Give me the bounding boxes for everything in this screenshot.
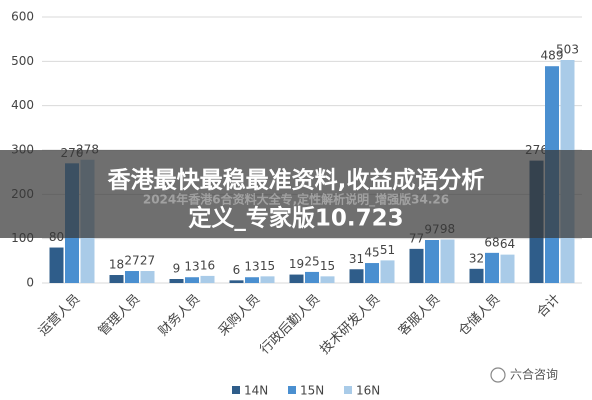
bar (109, 275, 124, 283)
bar (500, 254, 515, 283)
value-label: 15 (260, 259, 275, 273)
value-label: 6 (233, 263, 241, 277)
x-tick-label: 管理人员 (96, 292, 143, 339)
value-label: 27 (140, 254, 155, 268)
x-tick-label: 技术研发人员 (317, 291, 383, 357)
x-tick-label: 财务人员 (155, 291, 203, 339)
legend-swatch (288, 386, 296, 394)
watermark: 六合咨询 (510, 367, 558, 382)
banner-title: 香港最快最稳最准资料,收益成语分析 (108, 167, 485, 194)
value-label: 489 (541, 49, 564, 63)
legend-swatch (232, 386, 240, 394)
bar (169, 279, 184, 283)
bar (260, 276, 275, 283)
value-label: 27 (124, 254, 139, 268)
value-label: 9 (173, 262, 181, 276)
value-label: 64 (500, 237, 515, 251)
bar (229, 280, 244, 283)
banner (0, 150, 592, 238)
bar (365, 263, 379, 283)
y-tick-label: 600 (11, 10, 34, 24)
x-tick-label: 仓储人员 (456, 292, 503, 339)
value-label: 16 (200, 258, 215, 272)
value-label: 13 (184, 260, 199, 274)
value-label: 68 (484, 235, 499, 249)
bar (380, 260, 395, 283)
value-label: 15 (320, 259, 335, 273)
banner-title: 定义_专家版10.723 (188, 205, 403, 232)
bar (49, 247, 64, 283)
x-tick-label: 行政后勤人员 (258, 292, 324, 358)
legend-label: 15N (300, 384, 324, 398)
x-tick-label: 运营人员 (36, 292, 83, 339)
bar (245, 277, 259, 283)
y-tick-label: 0 (26, 276, 34, 290)
x-tick-label: 合计 (534, 292, 563, 321)
value-label: 45 (364, 246, 379, 260)
banner-subtitle: 2024年香港6合资料大全专,定性解析说明_增强版34.26 (143, 192, 449, 208)
y-tick-label: 400 (11, 98, 34, 112)
value-label: 31 (349, 252, 364, 266)
value-label: 18 (109, 258, 124, 272)
bar (140, 271, 155, 283)
bar (349, 269, 364, 283)
watermark-icon (490, 367, 506, 383)
bar (440, 239, 455, 283)
legend-label: 16N (356, 384, 380, 398)
x-tick-label: 采购人员 (215, 291, 263, 339)
bar (320, 276, 335, 283)
value-label: 25 (304, 254, 319, 268)
value-label: 19 (289, 257, 304, 271)
bar (185, 277, 199, 283)
value-label: 13 (244, 260, 259, 274)
legend-label: 14N (244, 384, 268, 398)
value-label: 32 (469, 251, 484, 265)
x-tick-label: 客服人员 (395, 291, 443, 339)
bar (469, 268, 484, 283)
bar (125, 271, 139, 283)
bar (409, 248, 424, 283)
value-label: 503 (556, 43, 579, 57)
y-tick-label: 500 (11, 54, 34, 68)
value-label: 51 (380, 243, 395, 257)
bar (425, 239, 439, 283)
bar (200, 275, 215, 283)
bar (485, 252, 499, 283)
bar (289, 274, 304, 283)
legend-swatch (344, 386, 352, 394)
bar (305, 271, 319, 283)
